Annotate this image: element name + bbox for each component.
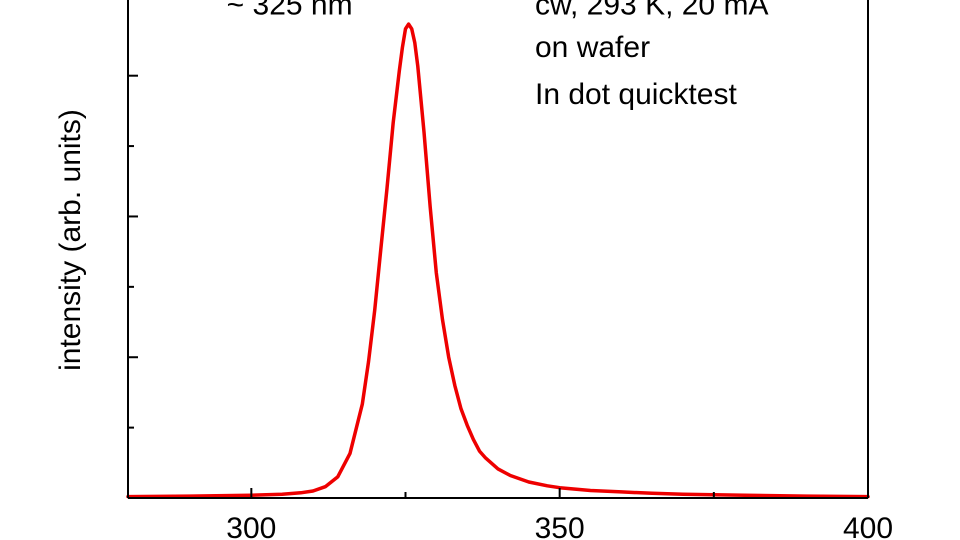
ticks bbox=[128, 74, 869, 498]
y-axis-label: intensity (arb. units) bbox=[54, 109, 87, 371]
axes bbox=[127, 0, 869, 499]
series-line bbox=[126, 22, 870, 499]
x-tick-label: 400 bbox=[843, 512, 893, 540]
labels: 300 350 400 ~ 325 nm cw, 293 K, 20 mA on wafe… bbox=[226, 0, 893, 540]
annotation-text: ~ 325 nm bbox=[227, 0, 353, 22]
annotation-text: cw, 293 K, 20 mA bbox=[535, 0, 768, 22]
x-tick-label: 300 bbox=[226, 512, 276, 540]
plot-area bbox=[126, 22, 870, 499]
annotation-text: on wafer bbox=[535, 31, 650, 64]
annotation-text: In dot quicktest bbox=[535, 78, 737, 111]
x-tick-label: 350 bbox=[535, 512, 585, 540]
